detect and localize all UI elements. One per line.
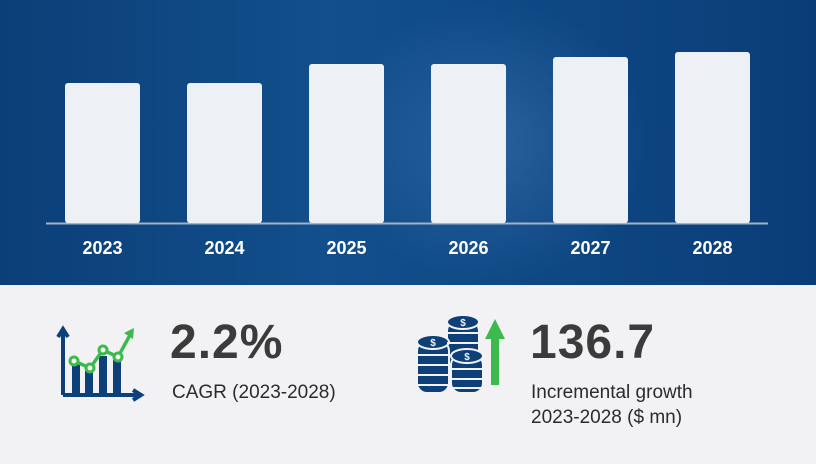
x-tick-label: 2026 xyxy=(448,238,488,258)
cagr-label: CAGR (2023-2028) xyxy=(172,382,336,403)
bar-2027 xyxy=(553,57,628,223)
x-tick-label: 2025 xyxy=(326,238,366,258)
growth-chart-icon xyxy=(56,325,145,402)
bar-2024 xyxy=(187,83,262,223)
incremental-label-line1: Incremental growth xyxy=(531,382,693,403)
bar-chart: 2023 2024 2025 2026 2027 2028 xyxy=(46,52,768,258)
stats-panel: 2.2% CAGR (2023-2028) $ $ $ 136.7 Incremen… xyxy=(0,285,816,464)
coins-up-arrow-icon: $ $ $ xyxy=(416,314,505,394)
bar-2028 xyxy=(675,52,750,223)
bar-2026 xyxy=(431,64,506,223)
x-tick-label: 2027 xyxy=(570,238,610,258)
chart-banner: 2023 2024 2025 2026 2027 2028 xyxy=(0,0,816,285)
bar-2023 xyxy=(65,83,140,223)
x-tick-label: 2024 xyxy=(204,238,244,258)
svg-text:$: $ xyxy=(430,338,436,349)
incremental-label-line2: 2023-2028 ($ mn) xyxy=(531,407,683,428)
svg-text:$: $ xyxy=(460,318,466,329)
incremental-value: 136.7 xyxy=(530,316,656,369)
cagr-value: 2.2% xyxy=(170,316,284,369)
bar-2025 xyxy=(309,64,384,223)
x-tick-label: 2023 xyxy=(82,238,122,258)
svg-text:$: $ xyxy=(464,352,470,363)
x-tick-label: 2028 xyxy=(692,238,732,258)
